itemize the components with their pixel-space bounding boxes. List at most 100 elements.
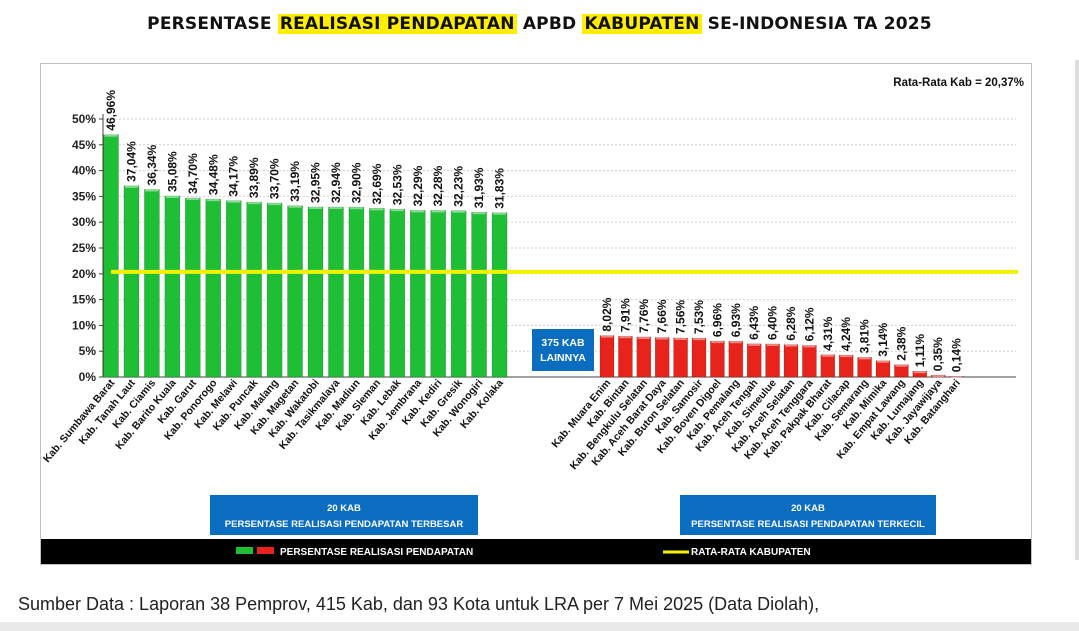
- bottom-bar: [802, 345, 817, 378]
- bottom-value-label: 3,81%: [858, 319, 872, 353]
- bottom-bar-highlight: [748, 343, 761, 346]
- top-bar-highlight: [186, 197, 200, 200]
- group-box-smallest-line2: PERSENTASE REALISASI PENDAPATAN TERKECIL: [691, 519, 925, 530]
- bottom-value-label: 6,28%: [784, 306, 798, 340]
- legend-bar: [41, 539, 1031, 564]
- bottom-value-label: 6,12%: [802, 307, 816, 341]
- bottom-value-label: 0,35%: [931, 337, 945, 371]
- bottom-value-label: 7,53%: [692, 300, 706, 334]
- bottom-bar-highlight: [913, 371, 926, 374]
- bottom-bar: [618, 335, 633, 378]
- top-bar: [348, 206, 365, 378]
- top-value-label: 46,96%: [104, 90, 118, 131]
- bottom-value-label: 7,76%: [637, 299, 651, 333]
- top-bar-highlight: [104, 134, 118, 137]
- footer-strip: [0, 622, 1079, 631]
- bottom-bar-highlight: [895, 364, 908, 367]
- top-value-label: 34,48%: [206, 154, 220, 195]
- title-part-3: APBD: [516, 14, 583, 34]
- bottom-value-label: 8,02%: [600, 297, 614, 331]
- title-highlight-realisasi: REALISASI PENDAPATAN: [277, 14, 517, 34]
- top-value-label: 37,04%: [124, 141, 138, 182]
- bottom-bar-highlight: [766, 343, 779, 346]
- top-bar: [123, 185, 140, 378]
- adjacent-panel-edge: [1075, 60, 1079, 560]
- legend-swatch-green: [236, 547, 253, 554]
- top-bar-highlight: [431, 210, 445, 213]
- legend-label-line: RATA-RATA KABUPATEN: [691, 547, 811, 558]
- top-bar-highlight: [288, 205, 302, 208]
- top-bar: [307, 206, 324, 378]
- top-bar-highlight: [124, 185, 138, 188]
- top-value-label: 31,83%: [493, 168, 507, 209]
- top-bar: [450, 210, 467, 378]
- top-bar: [471, 211, 487, 378]
- top-value-label: 34,70%: [186, 153, 200, 194]
- group-box-smallest: [680, 495, 936, 535]
- bottom-bar: [636, 336, 652, 378]
- bottom-value-label: 7,56%: [674, 300, 688, 334]
- top-bar-highlight: [309, 206, 322, 209]
- average-label: Rata-Rata Kab = 20,37%: [893, 77, 1024, 89]
- bottom-bar-highlight: [950, 376, 963, 379]
- bottom-bar: [857, 357, 872, 378]
- bottom-value-label: 4,31%: [821, 316, 835, 350]
- top-value-label: 35,08%: [165, 151, 179, 192]
- legend-swatch-red: [257, 547, 274, 554]
- bottom-bar: [691, 337, 707, 378]
- top-value-label: 33,70%: [268, 158, 282, 199]
- top-bar: [369, 208, 385, 378]
- bottom-bar-highlight: [729, 341, 742, 344]
- top-bar: [328, 206, 344, 378]
- y-tick-label: 5%: [79, 344, 97, 358]
- bottom-bar: [599, 335, 615, 378]
- top-bar-highlight: [411, 210, 425, 213]
- top-bar: [287, 205, 303, 378]
- title-highlight-kabupaten: KABUPATEN: [582, 14, 702, 34]
- bottom-value-label: 7,91%: [618, 298, 632, 332]
- top-value-label: 32,29%: [411, 165, 425, 206]
- bottom-bar-highlight: [821, 354, 834, 357]
- bottom-bar-highlight: [785, 344, 797, 347]
- chart-title: PERSENTASE REALISASI PENDAPATAN APBD KAB…: [0, 14, 1079, 34]
- top-bar-highlight: [206, 199, 220, 202]
- y-tick-label: 15%: [72, 293, 96, 307]
- bottom-bar: [949, 375, 964, 378]
- bottom-bar: [710, 340, 725, 378]
- top-bar: [103, 134, 119, 378]
- top-value-label: 31,93%: [472, 167, 486, 208]
- y-tick-label: 25%: [72, 241, 96, 255]
- bottom-bar: [654, 337, 670, 378]
- bottom-value-label: 6,40%: [766, 306, 780, 340]
- top-bar: [164, 195, 181, 378]
- top-value-label: 36,34%: [145, 144, 159, 185]
- top-bar-highlight: [370, 208, 384, 211]
- top-value-label: 32,23%: [452, 166, 466, 207]
- top-bar: [185, 197, 201, 378]
- bottom-value-label: 7,66%: [655, 299, 669, 333]
- y-tick-label: 0%: [79, 370, 97, 384]
- title-part-1: PERSENTASE: [147, 14, 278, 34]
- bottom-bar: [930, 374, 946, 378]
- bottom-bar: [875, 360, 891, 378]
- top-value-label: 32,28%: [431, 165, 445, 206]
- top-bar: [205, 198, 222, 378]
- bottom-bar-highlight: [803, 345, 816, 348]
- top-bar-highlight: [227, 200, 241, 203]
- bottom-bar-highlight: [877, 360, 889, 363]
- top-bar-highlight: [349, 207, 363, 210]
- bottom-value-label: 6,93%: [729, 303, 743, 337]
- group-box-smallest-line1: 20 KAB: [791, 503, 825, 514]
- bottom-value-label: 4,24%: [839, 317, 853, 351]
- group-box-largest-line2: PERSENTASE REALISASI PENDAPATAN TERBESAR: [225, 519, 464, 530]
- top-bar: [246, 201, 262, 378]
- bottom-bar-highlight: [601, 335, 613, 338]
- bottom-bar-highlight: [619, 336, 632, 339]
- bottom-bar: [894, 364, 909, 378]
- y-tick-label: 30%: [72, 215, 96, 229]
- top-bar: [409, 210, 426, 378]
- y-tick-label: 20%: [72, 267, 96, 281]
- bottom-bar-highlight: [656, 337, 669, 340]
- top-bar-highlight: [493, 212, 507, 215]
- bottom-bar-highlight: [637, 336, 650, 339]
